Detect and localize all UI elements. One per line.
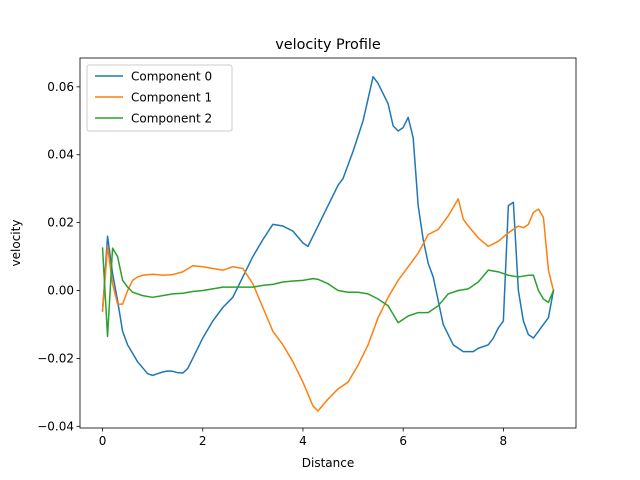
y-axis-label: velocity bbox=[9, 220, 23, 267]
x-tick-label: 2 bbox=[199, 434, 207, 448]
x-axis-ticks: 0 2 4 6 8 bbox=[99, 428, 507, 448]
x-tick-label: 8 bbox=[500, 434, 508, 448]
series-lines bbox=[101, 75, 555, 412]
legend-label-2: Component 2 bbox=[131, 112, 212, 126]
y-tick-label: 0.00 bbox=[47, 284, 74, 298]
y-tick-label: −0.02 bbox=[37, 351, 74, 365]
series-line-1 bbox=[101, 198, 555, 412]
plot-frame bbox=[79, 57, 577, 429]
x-axis-label: Distance bbox=[302, 456, 354, 470]
legend-label-0: Component 0 bbox=[131, 70, 212, 84]
legend-box bbox=[86, 64, 233, 132]
legend: Component 0 Component 1 Component 2 bbox=[86, 64, 233, 132]
y-axis-ticks: −0.04 −0.02 0.00 0.02 0.04 0.06 bbox=[37, 80, 80, 433]
y-tick-label: 0.02 bbox=[47, 216, 74, 230]
x-tick-label: 6 bbox=[399, 434, 407, 448]
x-tick-label: 4 bbox=[299, 434, 307, 448]
chart-title: velocity Profile bbox=[275, 37, 381, 53]
y-tick-label: 0.06 bbox=[47, 80, 74, 94]
y-tick-label: −0.04 bbox=[37, 419, 74, 433]
y-tick-label: 0.04 bbox=[47, 148, 74, 162]
series-line-0 bbox=[101, 75, 555, 377]
legend-label-1: Component 1 bbox=[131, 91, 212, 105]
x-tick-label: 0 bbox=[99, 434, 107, 448]
series-line-2 bbox=[101, 247, 555, 338]
